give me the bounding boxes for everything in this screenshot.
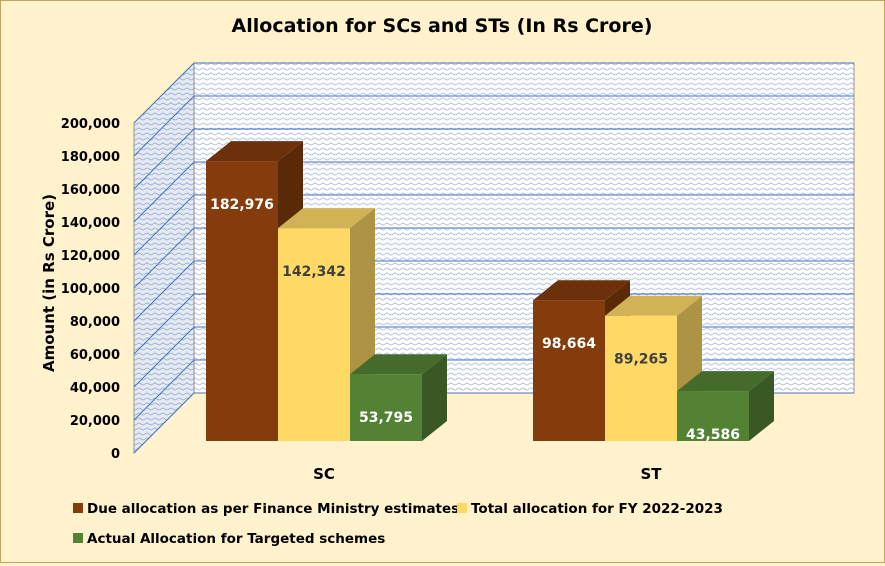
- gridline-3: [133, 293, 854, 355]
- data-label: 43,586: [686, 427, 740, 443]
- y-tick-label: 180,000: [61, 150, 120, 165]
- y-tick-label: 80,000: [70, 315, 120, 330]
- y-tick-label: 120,000: [61, 249, 120, 264]
- bar: [533, 300, 605, 441]
- bar: [206, 161, 278, 441]
- bar-top: [278, 208, 375, 229]
- data-label: 98,664: [542, 336, 596, 352]
- data-labels: 182,976 142,342 53,795 98,664 89,265 43,586: [210, 197, 740, 443]
- y-tick-label: 20,000: [70, 414, 120, 429]
- bars: [206, 141, 774, 441]
- data-label: 182,976: [210, 197, 274, 213]
- data-label: 53,795: [359, 410, 413, 426]
- bar-top: [677, 371, 774, 392]
- y-tick-label: 160,000: [61, 183, 120, 198]
- bar-top: [533, 280, 630, 301]
- chart-title: Allocation for SCs and STs (In Rs Crore): [232, 15, 653, 37]
- bar: [350, 374, 422, 441]
- legend-label: Actual Allocation for Targeted schemes: [87, 531, 385, 547]
- gridline-8: [133, 128, 854, 190]
- y-tick-label: 140,000: [61, 216, 120, 231]
- legend-swatch: [73, 533, 83, 543]
- gridline-5: [133, 227, 854, 289]
- y-axis: 0 20,000 40,000 60,000 80,000 100,000 120,000 1…: [61, 117, 120, 462]
- gridline-10: [133, 62, 854, 124]
- x-tick-label: SC: [313, 465, 335, 483]
- bar: [278, 228, 350, 441]
- bar-top: [350, 354, 447, 375]
- bar: [605, 315, 677, 441]
- y-tick-label: 60,000: [70, 348, 120, 363]
- legend-label: Total allocation for FY 2022-2023: [471, 501, 723, 517]
- gridline-6: [133, 194, 854, 256]
- legend-label: Due allocation as per Finance Ministry e…: [87, 501, 459, 517]
- legend: Due allocation as per Finance Ministry e…: [73, 501, 723, 547]
- y-tick-label: 100,000: [61, 282, 120, 297]
- bar-top: [206, 141, 303, 162]
- y-tick-label: 40,000: [70, 381, 120, 396]
- gridline-7: [133, 161, 854, 223]
- x-tick-label: ST: [640, 465, 662, 483]
- bar-side: [749, 371, 774, 441]
- chart-text: SC ST Allocation for SCs and STs (In Rs Cr…: [40, 15, 662, 483]
- legend-swatch: [73, 503, 83, 513]
- data-label: 142,342: [282, 264, 346, 280]
- y-tick-label: 0: [111, 447, 120, 462]
- legend-swatch: [457, 503, 467, 513]
- gridline-4: [133, 260, 854, 322]
- data-label: 89,265: [614, 352, 668, 368]
- bar-top: [605, 295, 702, 316]
- gridline-9: [133, 95, 854, 157]
- y-tick-label: 200,000: [61, 117, 120, 132]
- y-axis-label: Amount (in Rs Crore): [40, 194, 58, 372]
- bar: [677, 391, 749, 441]
- bar-side: [422, 354, 447, 441]
